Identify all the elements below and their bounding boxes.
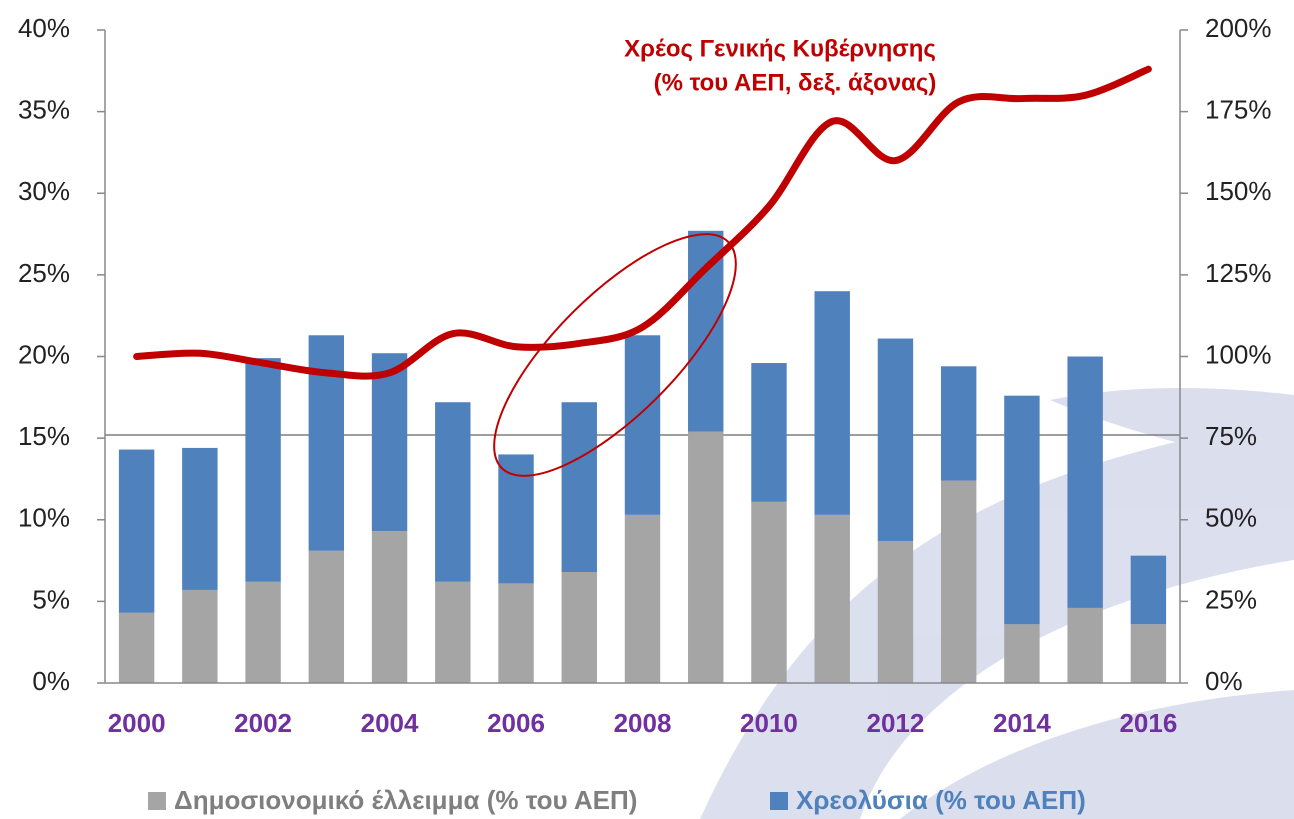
bar-segment bbox=[814, 291, 850, 515]
y2-tick-label: 200% bbox=[1205, 13, 1272, 43]
bar-segment bbox=[435, 581, 471, 683]
bar-segment bbox=[118, 612, 155, 683]
y-tick-label: 40% bbox=[18, 13, 70, 43]
background-swoosh bbox=[700, 388, 1294, 819]
x-tick-label: 2002 bbox=[234, 708, 292, 738]
y-tick-label: 25% bbox=[18, 258, 70, 288]
highlight-ellipse bbox=[493, 233, 737, 477]
bar-segment bbox=[308, 550, 345, 683]
y2-tick-label: 75% bbox=[1205, 421, 1257, 451]
y2-tick-label: 50% bbox=[1205, 503, 1257, 533]
x-tick-label: 2012 bbox=[867, 708, 925, 738]
y2-tick-label: 100% bbox=[1205, 339, 1272, 369]
y2-tick-label: 0% bbox=[1205, 666, 1243, 696]
y2-tick-label: 125% bbox=[1205, 258, 1272, 288]
bar-segment bbox=[624, 335, 661, 515]
bar-segment bbox=[1130, 624, 1167, 683]
y-tick-label: 15% bbox=[18, 421, 70, 451]
bar-segment bbox=[814, 514, 850, 683]
bar-segment bbox=[751, 363, 787, 502]
bar-segment bbox=[1004, 395, 1040, 625]
bar-segment bbox=[751, 501, 787, 683]
bar-segment bbox=[940, 480, 977, 683]
y-tick-label: 5% bbox=[32, 584, 70, 614]
y-tick-label: 10% bbox=[18, 503, 70, 533]
y-tick-label: 20% bbox=[18, 339, 70, 369]
bar-segment bbox=[1067, 607, 1103, 683]
line-annotation-note: (% του ΑΕΠ, δεξ. άξονας) bbox=[654, 69, 937, 96]
x-tick-label: 2006 bbox=[487, 708, 545, 738]
bar-segment bbox=[561, 402, 597, 572]
x-tick-label: 2004 bbox=[361, 708, 419, 738]
bar-segment bbox=[182, 589, 218, 683]
y2-tick-label: 150% bbox=[1205, 176, 1272, 206]
x-tick-label: 2016 bbox=[1119, 708, 1177, 738]
bar-segment bbox=[877, 338, 914, 541]
bar-segment bbox=[877, 540, 914, 683]
bar-segment bbox=[371, 353, 408, 532]
bar-segment bbox=[182, 447, 218, 590]
bar-segment bbox=[118, 449, 155, 613]
bar-segment bbox=[1130, 555, 1167, 625]
line-annotation: Χρέος Γενικής Κυβέρνησης bbox=[624, 35, 936, 62]
x-tick-label: 2000 bbox=[108, 708, 166, 738]
bar-segment bbox=[624, 514, 661, 683]
bar-segment bbox=[688, 431, 724, 683]
bar-segment bbox=[435, 402, 471, 582]
y-tick-label: 0% bbox=[32, 666, 70, 696]
debt-line bbox=[133, 65, 1152, 380]
y-tick-label: 30% bbox=[18, 176, 70, 206]
bar-segment bbox=[561, 571, 597, 683]
bar-segment bbox=[498, 583, 534, 683]
y-tick-label: 35% bbox=[18, 95, 70, 125]
bar-segment bbox=[245, 358, 281, 582]
legend-swatch bbox=[148, 792, 166, 810]
bar-segment bbox=[308, 335, 345, 551]
y2-tick-label: 25% bbox=[1205, 584, 1257, 614]
bar-segment bbox=[371, 531, 408, 683]
x-tick-label: 2014 bbox=[993, 708, 1051, 738]
legend-label: Χρεολύσια (% του ΑΕΠ) bbox=[796, 785, 1086, 815]
legend-label: Δημοσιονομικό έλλειμμα (% του ΑΕΠ) bbox=[174, 785, 637, 815]
bar-segment bbox=[1067, 356, 1103, 608]
y2-tick-label: 175% bbox=[1205, 95, 1272, 125]
bar-segment bbox=[498, 454, 534, 584]
x-tick-label: 2010 bbox=[740, 708, 798, 738]
bar-segment bbox=[1004, 624, 1040, 683]
bar-segment bbox=[940, 366, 977, 481]
bar-segment bbox=[245, 581, 281, 683]
x-tick-label: 2008 bbox=[614, 708, 672, 738]
legend-swatch bbox=[770, 792, 788, 810]
